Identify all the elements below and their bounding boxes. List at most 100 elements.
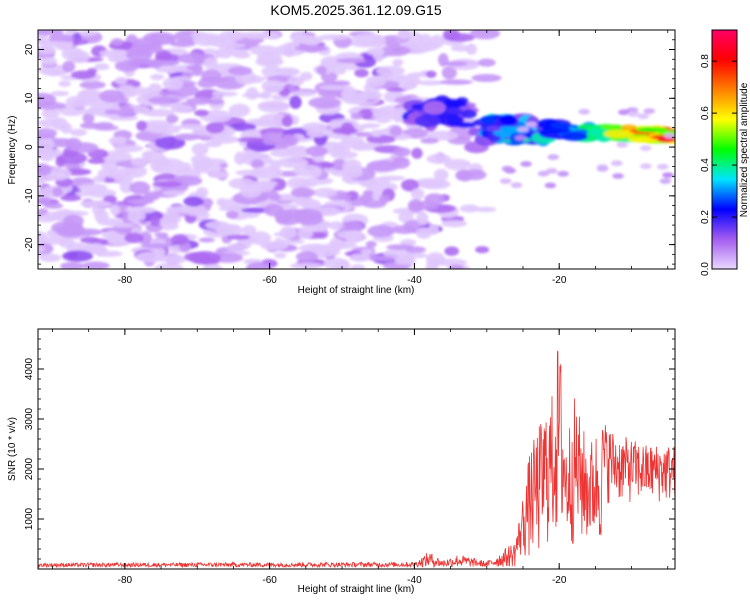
y-tick-label: 2000 [24,457,35,480]
noise-blob [114,59,140,72]
noise-blob [183,196,204,207]
noise-blob [425,130,459,141]
signal-blob [455,121,477,129]
noise-blob [211,90,227,97]
noise-blob [447,264,464,269]
colorbar-label: Normalized spectral amplitude [739,82,750,217]
noise-blob [425,260,438,269]
noise-blob [107,231,122,244]
noise-blob [126,48,153,62]
noise-blob [202,263,223,269]
noise-blob [60,122,73,134]
noise-blob [510,182,523,189]
noise-blob [149,215,161,227]
noise-blob [289,95,302,109]
snr-series-line [38,350,675,569]
noise-blob [38,101,67,110]
noise-blob [260,241,289,251]
noise-blob [410,188,425,200]
noise-blob [420,137,439,144]
noise-blob [205,221,231,230]
noise-blob [643,108,656,114]
noise-blob [80,236,100,244]
noise-blob [228,66,253,76]
noise-blob [365,240,377,248]
noise-blob [627,111,640,117]
noise-blob [501,165,514,172]
noise-blob [354,131,374,138]
noise-blob [150,159,164,172]
colorbar-tick-label: 0.8 [700,54,711,68]
noise-blob [520,161,532,167]
noise-blob [379,194,390,204]
noise-blob [41,108,60,119]
noise-blob [94,209,109,223]
x-tick-label: -40 [407,575,422,586]
noise-blob [94,245,107,257]
noise-blob [38,163,52,177]
noise-blob [209,171,230,179]
noise-blob [544,182,557,189]
noise-blob [65,96,89,108]
noise-blob [243,149,258,160]
signal-blob [561,132,588,141]
noise-blob [130,157,148,167]
noise-blob [663,132,675,139]
noise-blob [94,63,110,71]
noise-blob [38,118,61,128]
noise-blob [366,135,396,144]
x-tick-label: -60 [262,275,277,286]
noise-blob [640,163,652,170]
noise-blob [232,51,251,59]
noise-blob [79,200,112,207]
snr-y-ticks: 1000 2000 3000 4000 [24,328,675,570]
noise-blob [181,71,194,78]
noise-blob [401,82,414,91]
noise-blob [203,57,218,70]
noise-blob [298,243,332,253]
y-tick-label: 0 [24,144,35,150]
noise-blob [110,38,124,46]
noise-blob [444,246,460,256]
noise-blob [471,74,502,82]
noise-blob [319,85,349,91]
noise-blob [125,199,154,205]
noise-blob [249,45,279,56]
noise-blob [52,186,63,197]
noise-blob [82,112,95,124]
spectrogram-x-axis-label: Height of straight line (km) [298,285,415,296]
noise-blob [188,251,221,265]
x-tick-label: -20 [552,275,567,286]
colorbar-tick-label: 0.6 [700,106,711,120]
signal-blob [480,115,497,124]
noise-blob [69,128,87,137]
noise-blob [77,183,108,192]
noise-blob [596,166,609,172]
noise-blob [261,65,284,78]
noise-blob [350,141,368,151]
noise-blob [405,252,427,259]
noise-blob [546,168,558,174]
noise-blob [281,134,299,147]
noise-blob [79,81,106,89]
noise-blob [270,194,282,200]
noise-blob [317,34,351,41]
noise-blob [148,96,181,105]
noise-blob [376,65,405,77]
noise-blob [40,57,58,66]
noise-blob [442,30,461,41]
noise-blob [38,231,47,243]
noise-blob [370,129,383,138]
noise-blob [58,80,71,87]
noise-blob [313,187,337,198]
noise-blob [416,211,429,225]
noise-blob [330,150,358,159]
noise-blob [38,253,62,262]
noise-blob [295,213,324,226]
noise-blob [257,100,290,113]
noise-blob [392,225,417,235]
noise-blob [260,131,283,146]
noise-blob [198,237,215,243]
snr-x-axis-label: Height of straight line (km) [298,584,415,595]
noise-blob [618,109,630,116]
